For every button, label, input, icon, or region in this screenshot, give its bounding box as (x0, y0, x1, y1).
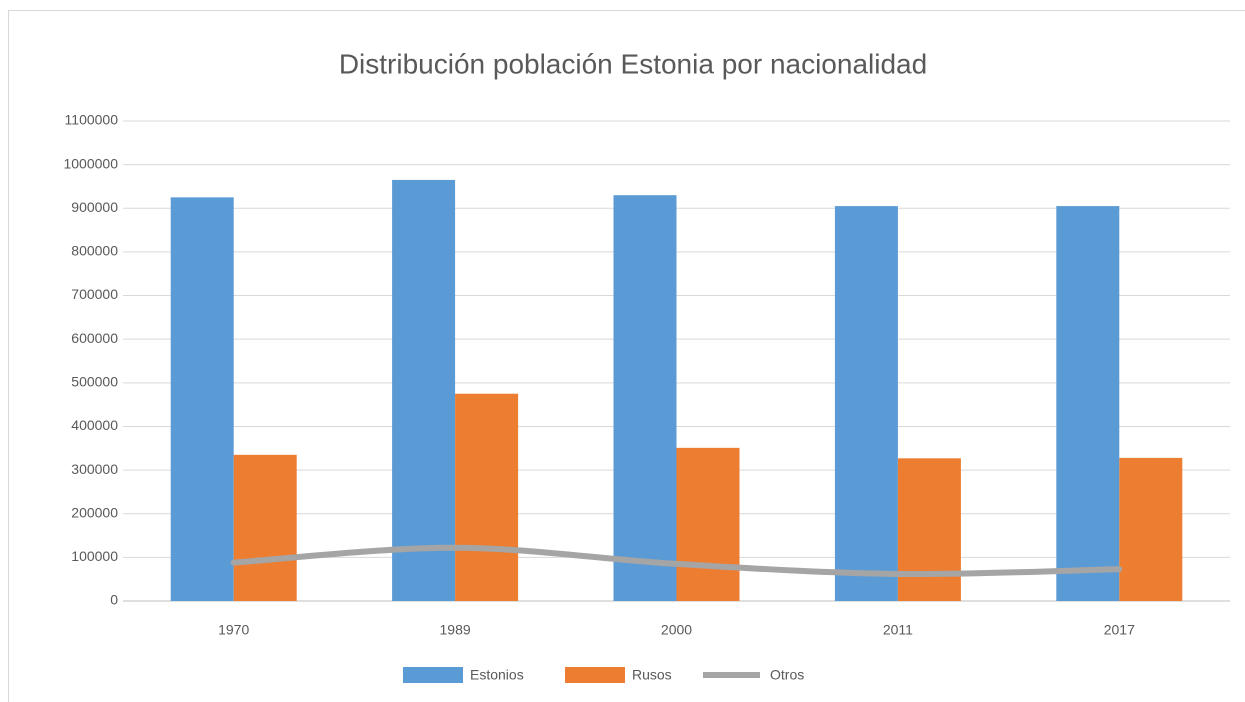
y-tick-label: 700000 (71, 286, 118, 302)
y-tick-label: 300000 (71, 461, 118, 477)
legend-label: Rusos (632, 667, 672, 683)
y-tick-label: 800000 (71, 243, 118, 259)
y-tick-label: 400000 (71, 417, 118, 433)
bar (897, 458, 961, 601)
x-tick-label: 1970 (218, 622, 249, 638)
x-tick-label: 2011 (883, 622, 913, 638)
bar (455, 393, 519, 601)
line (230, 544, 1123, 578)
y-tick-label: 600000 (71, 330, 118, 346)
legend-swatch (565, 667, 625, 683)
x-tick-label: 2000 (661, 622, 692, 638)
bar (233, 454, 297, 601)
y-tick-label: 100000 (71, 548, 118, 564)
bar (170, 197, 234, 601)
bar (392, 179, 456, 601)
y-tick-label: 900000 (71, 199, 118, 215)
bar (1119, 457, 1183, 601)
y-tick-label: 500000 (71, 374, 118, 390)
bar (613, 195, 677, 601)
y-tick-label: 1100000 (65, 112, 119, 128)
legend-swatch (403, 667, 463, 683)
y-tick-label: 0 (110, 592, 118, 608)
bar (834, 206, 898, 601)
bar (1056, 206, 1120, 601)
bar (676, 447, 740, 601)
y-tick-label: 200000 (71, 504, 118, 520)
x-tick-label: 2017 (1104, 622, 1135, 638)
legend-label: Estonios (470, 667, 524, 683)
y-tick-label: 1000000 (63, 155, 118, 171)
legend-label: Otros (770, 667, 804, 683)
x-tick-label: 1989 (440, 622, 471, 638)
chart-title: Distribución población Estonia por nacio… (339, 48, 927, 79)
